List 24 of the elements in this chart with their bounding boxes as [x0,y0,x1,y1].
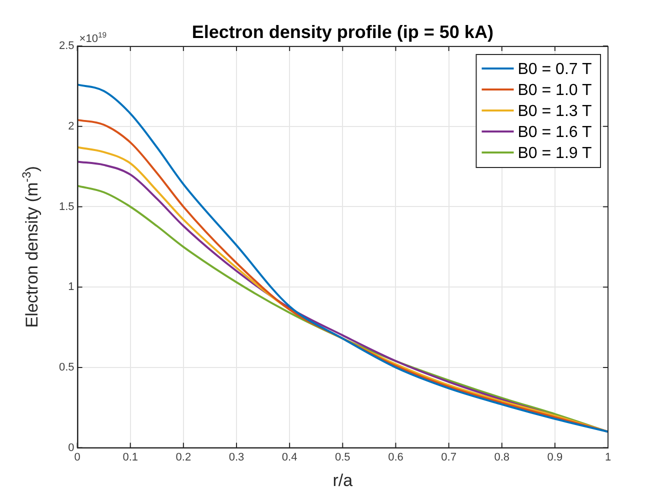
legend-label: B0 = 1.9 T [518,144,592,162]
x-tick-label: 0.5 [334,451,350,464]
y-axis-title: Electron density (m-3) [19,166,42,328]
legend-label: B0 = 1.6 T [518,124,592,141]
y-tick-label: 2 [68,120,74,132]
x-axis-title: r/a [332,470,354,490]
y-tick-label: 2.5 [58,40,74,52]
x-tick-label: 0.7 [441,451,456,464]
x-tick-label: 0.9 [547,451,563,464]
x-tick-label: 0.8 [494,451,510,464]
legend-label: B0 = 1.0 T [518,82,592,99]
x-tick-label: 0.2 [176,451,192,464]
chart-title: Electron density profile (ip = 50 kA) [192,22,494,42]
x-tick-label: 0.3 [228,451,244,464]
legend-label: B0 = 1.3 T [518,102,592,120]
legend-label: B0 = 0.7 T [518,60,592,78]
x-tick-label: 0.6 [388,451,404,464]
y-tick-label: 1 [68,281,74,294]
x-tick-label: 1 [604,451,612,464]
y-tick-label: 1.5 [58,200,74,213]
x-tick-label: 0.1 [122,451,138,464]
y-tick-label: 0 [68,442,74,454]
y-tick-label: 0.5 [58,361,74,374]
x-tick-label: 0.4 [282,451,298,464]
